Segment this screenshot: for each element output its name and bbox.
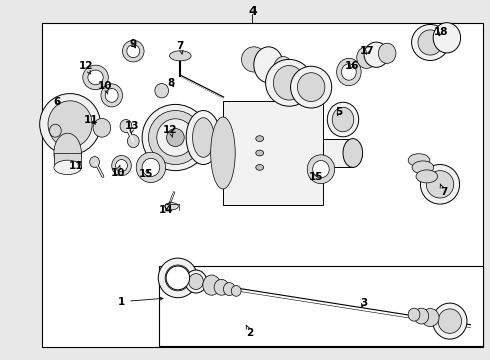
- Ellipse shape: [357, 47, 376, 68]
- Ellipse shape: [193, 118, 214, 157]
- Text: 8: 8: [168, 78, 175, 88]
- Ellipse shape: [189, 274, 203, 289]
- Text: 16: 16: [344, 60, 359, 71]
- Ellipse shape: [416, 170, 438, 183]
- Ellipse shape: [122, 40, 144, 62]
- Ellipse shape: [412, 24, 449, 60]
- Text: 5: 5: [336, 107, 343, 117]
- Ellipse shape: [254, 47, 283, 83]
- Ellipse shape: [158, 258, 197, 298]
- Ellipse shape: [186, 111, 220, 165]
- Ellipse shape: [266, 59, 313, 106]
- Ellipse shape: [54, 133, 81, 173]
- Ellipse shape: [157, 119, 194, 156]
- Ellipse shape: [120, 120, 132, 132]
- Ellipse shape: [426, 171, 454, 198]
- Ellipse shape: [256, 150, 264, 156]
- Ellipse shape: [203, 275, 220, 295]
- Ellipse shape: [421, 309, 439, 327]
- Text: 12: 12: [78, 60, 93, 74]
- Ellipse shape: [332, 107, 354, 132]
- Bar: [54, 153, 81, 167]
- Ellipse shape: [88, 70, 103, 85]
- Ellipse shape: [297, 73, 325, 102]
- Ellipse shape: [142, 104, 209, 171]
- Ellipse shape: [49, 124, 61, 137]
- Ellipse shape: [83, 65, 108, 90]
- Ellipse shape: [408, 308, 420, 321]
- Ellipse shape: [54, 160, 81, 175]
- Ellipse shape: [90, 157, 99, 167]
- Ellipse shape: [408, 154, 430, 167]
- Ellipse shape: [116, 159, 127, 172]
- Ellipse shape: [155, 84, 169, 98]
- Text: 6: 6: [54, 96, 61, 107]
- Ellipse shape: [48, 101, 92, 148]
- Ellipse shape: [185, 270, 207, 293]
- Text: 1: 1: [118, 297, 163, 307]
- Ellipse shape: [433, 23, 461, 53]
- Ellipse shape: [291, 66, 332, 108]
- Text: 2: 2: [246, 325, 253, 338]
- Ellipse shape: [167, 129, 184, 147]
- Text: 14: 14: [159, 202, 174, 215]
- Ellipse shape: [40, 94, 100, 155]
- Text: 11: 11: [69, 161, 83, 171]
- Ellipse shape: [214, 279, 229, 295]
- Ellipse shape: [101, 84, 122, 107]
- Ellipse shape: [211, 117, 235, 189]
- Text: 15: 15: [309, 172, 323, 182]
- Ellipse shape: [313, 161, 329, 178]
- Ellipse shape: [142, 158, 160, 176]
- Text: 10: 10: [98, 81, 113, 94]
- Ellipse shape: [343, 139, 363, 167]
- Ellipse shape: [148, 111, 202, 165]
- Ellipse shape: [364, 42, 389, 67]
- Ellipse shape: [127, 135, 139, 148]
- Bar: [323, 139, 353, 167]
- Ellipse shape: [418, 30, 442, 55]
- Ellipse shape: [166, 266, 190, 290]
- Ellipse shape: [378, 43, 396, 63]
- Ellipse shape: [337, 58, 361, 86]
- Ellipse shape: [420, 165, 460, 204]
- Ellipse shape: [438, 309, 462, 333]
- Ellipse shape: [412, 161, 434, 174]
- Ellipse shape: [273, 57, 293, 82]
- Text: 18: 18: [434, 27, 448, 37]
- Ellipse shape: [231, 285, 241, 296]
- Ellipse shape: [342, 64, 356, 80]
- Ellipse shape: [223, 283, 235, 296]
- Text: 12: 12: [163, 125, 178, 138]
- Ellipse shape: [127, 45, 140, 58]
- Text: 7: 7: [176, 41, 184, 54]
- Ellipse shape: [165, 265, 191, 291]
- Ellipse shape: [433, 303, 467, 339]
- Text: 15: 15: [139, 168, 153, 179]
- Ellipse shape: [256, 136, 264, 141]
- Text: 9: 9: [130, 39, 137, 49]
- Bar: [223, 101, 323, 205]
- Ellipse shape: [136, 152, 166, 183]
- Ellipse shape: [327, 102, 359, 137]
- Bar: [159, 266, 483, 346]
- Ellipse shape: [93, 118, 111, 137]
- Text: 7: 7: [440, 184, 447, 197]
- Ellipse shape: [273, 66, 305, 100]
- Text: 11: 11: [83, 114, 98, 125]
- Ellipse shape: [112, 156, 131, 176]
- Text: 4: 4: [248, 5, 257, 18]
- Ellipse shape: [170, 51, 191, 61]
- Ellipse shape: [105, 89, 118, 102]
- Text: 10: 10: [110, 165, 125, 178]
- Ellipse shape: [165, 203, 178, 210]
- Text: 13: 13: [125, 121, 140, 134]
- Ellipse shape: [242, 47, 266, 72]
- Ellipse shape: [256, 165, 264, 170]
- Ellipse shape: [414, 308, 429, 324]
- Text: 17: 17: [360, 46, 375, 56]
- Ellipse shape: [307, 155, 335, 184]
- Text: 3: 3: [360, 298, 367, 308]
